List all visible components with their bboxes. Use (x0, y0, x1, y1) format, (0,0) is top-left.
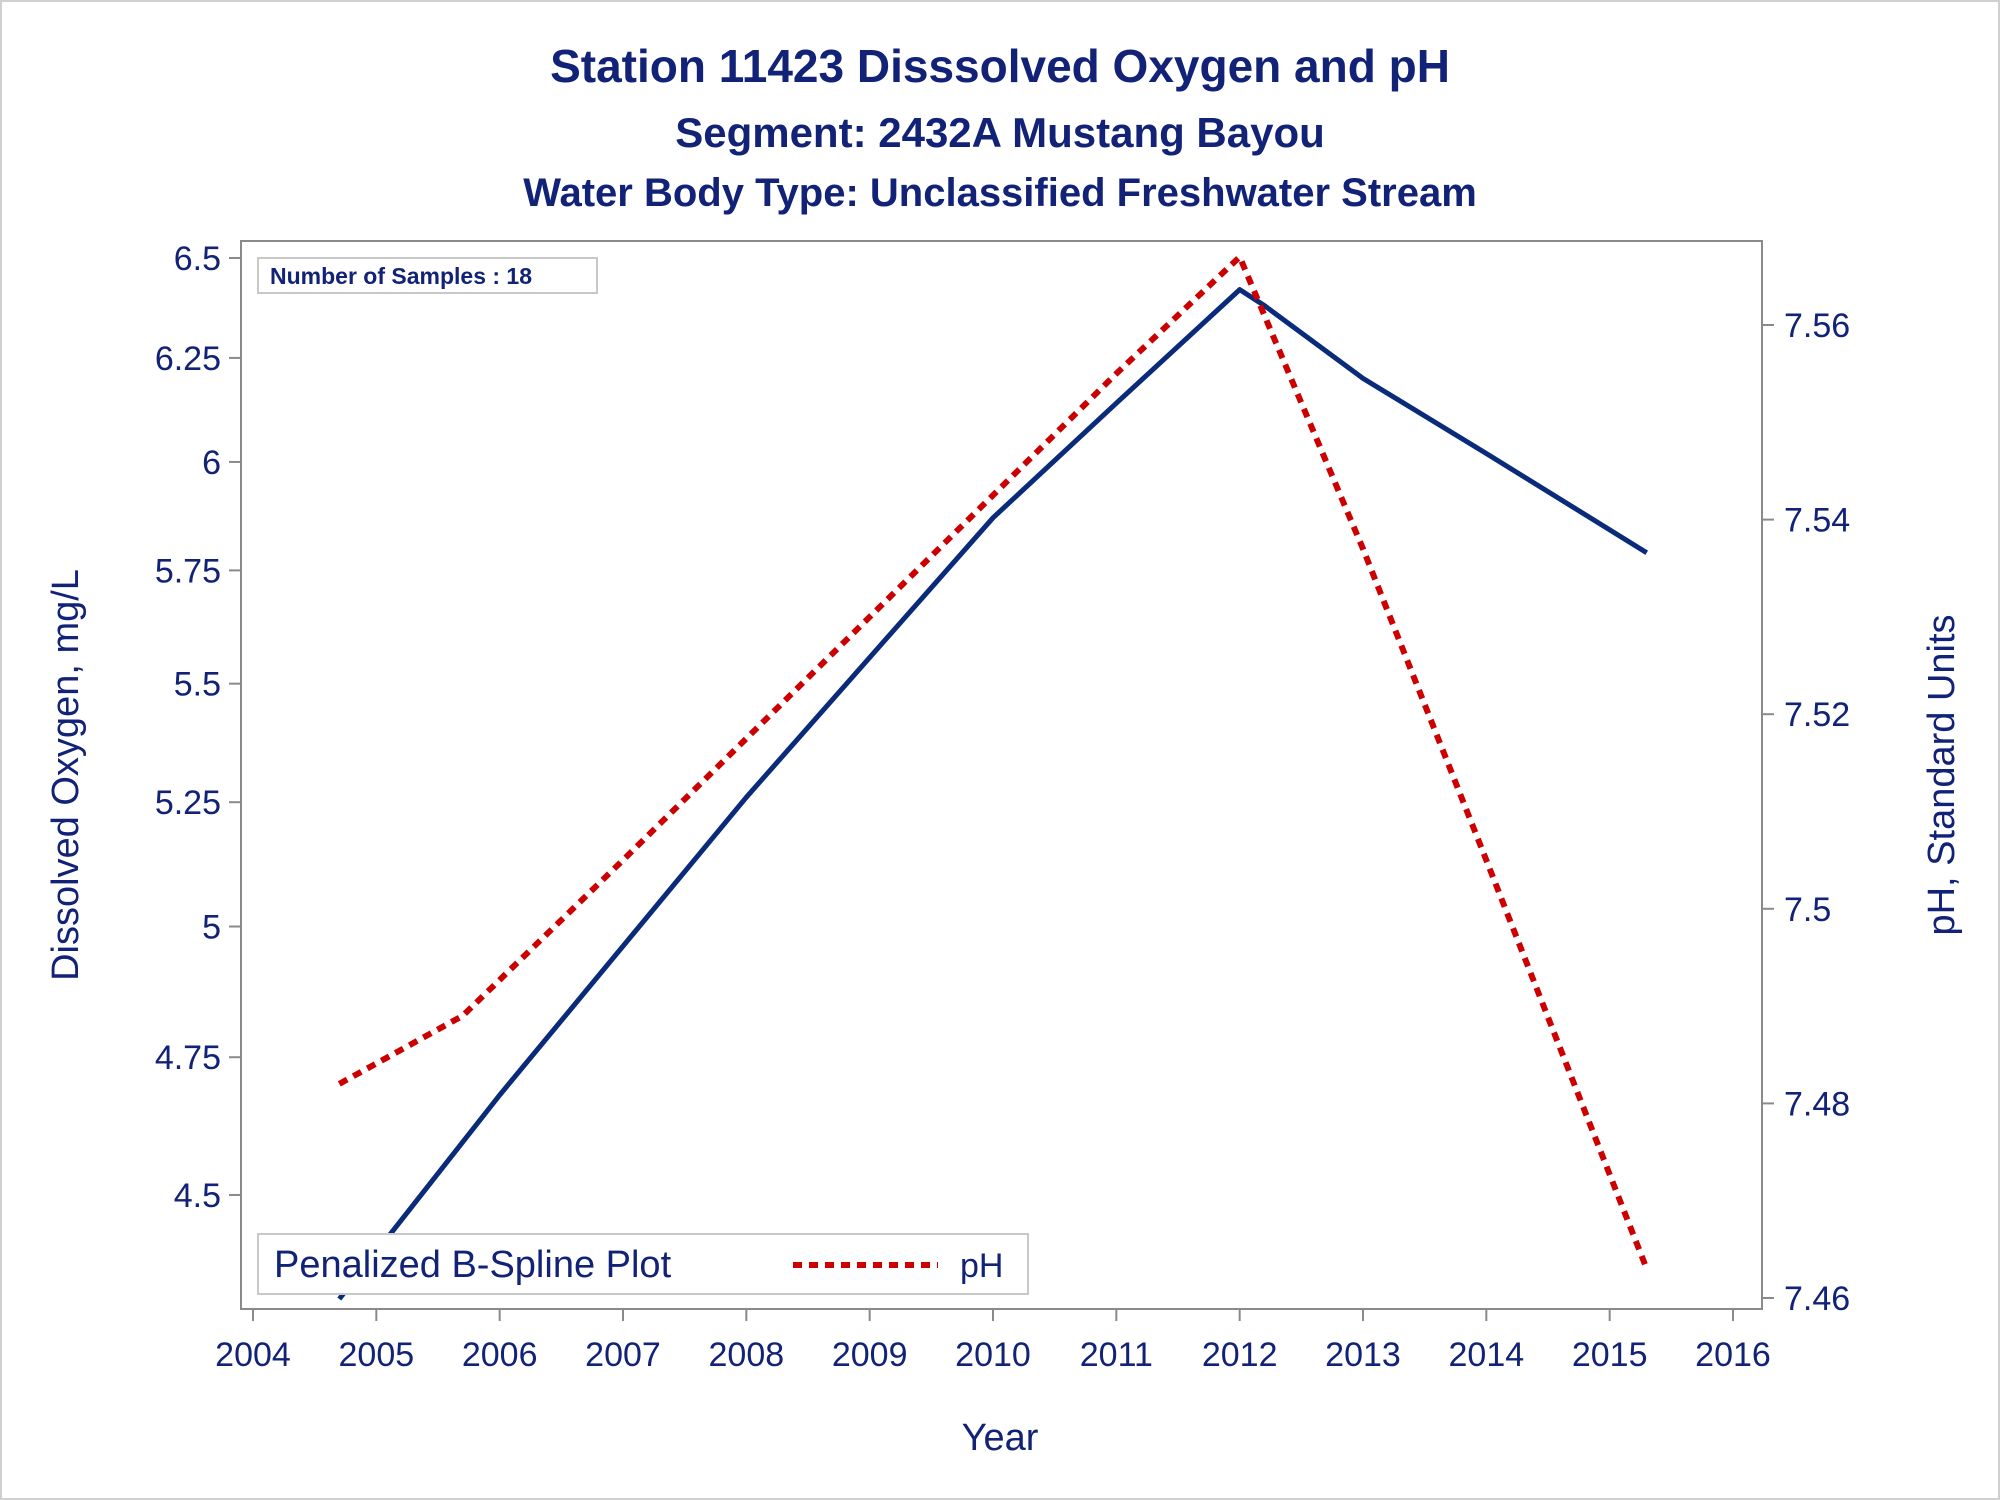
y-tick-label: 4.75 (155, 1039, 221, 1077)
x-tick-label: 2005 (339, 1336, 415, 1374)
y-tick-label: 5.75 (155, 552, 221, 590)
y2-tick-label: 7.48 (1784, 1085, 1850, 1123)
x-tick-label: 2009 (832, 1336, 908, 1374)
x-axis: 2004 2005 2006 2007 2008 2009 2010 2011 2012 2013… (215, 1309, 1771, 1374)
chart-subtitle-2: Water Body Type: Unclassified Freshwater… (523, 171, 1477, 215)
y2-tick-label: 7.54 (1784, 502, 1850, 540)
legend-ph-label: pH (960, 1247, 1003, 1285)
legend-box (257, 1233, 1029, 1295)
x-tick-label: 2004 (215, 1336, 291, 1374)
y2-tick-label: 7.52 (1784, 696, 1850, 734)
series-layer (337, 253, 1650, 1301)
x-tick-label: 2008 (709, 1336, 785, 1374)
y-axis-left: 4.5 4.75 5 5.25 5.5 5.75 6 6.25 6.5 (155, 240, 241, 1215)
x-tick-label: 2006 (462, 1336, 538, 1374)
x-tick-label: 2015 (1572, 1336, 1648, 1374)
dissolved-oxygen-series-line (337, 287, 1649, 1301)
y-axis-label: Dissolved Oxygen, mg/L (45, 569, 87, 981)
chart-title: Station 11423 Disssolved Oxygen and pH (550, 40, 1450, 92)
y2-axis-label: pH, Standard Units (1921, 614, 1963, 935)
y-axis-right: 7.46 7.48 7.5 7.52 7.54 7.56 (1762, 307, 1850, 1318)
x-tick-label: 2013 (1325, 1336, 1401, 1374)
y-tick-label: 5.25 (155, 784, 221, 822)
x-tick-label: 2011 (1080, 1336, 1153, 1374)
chart-subtitle: Segment: 2432A Mustang Bayou (675, 109, 1325, 156)
y-tick-label: 6.5 (174, 240, 221, 278)
legend-title: Penalized B-Spline Plot (274, 1244, 672, 1286)
plot-area (240, 240, 1763, 1310)
y2-tick-label: 7.5 (1784, 891, 1831, 929)
x-axis-label: Year (962, 1417, 1039, 1459)
y-tick-label: 6 (202, 444, 221, 482)
y-tick-label: 6.25 (155, 340, 221, 378)
x-tick-label: 2012 (1202, 1336, 1278, 1374)
x-tick-label: 2010 (955, 1336, 1031, 1374)
x-tick-label: 2016 (1695, 1336, 1771, 1374)
y-tick-label: 5 (202, 909, 221, 947)
sample-count-label: Number of Samples : 18 (270, 263, 532, 289)
sample-count-box (257, 257, 598, 294)
ph-series-line (337, 253, 1650, 1270)
y2-tick-label: 7.46 (1784, 1280, 1850, 1318)
y2-tick-label: 7.56 (1784, 307, 1850, 345)
y-tick-label: 4.5 (174, 1177, 221, 1215)
x-tick-label: 2007 (585, 1336, 661, 1374)
y-tick-label: 5.5 (174, 666, 221, 704)
x-tick-label: 2014 (1449, 1336, 1525, 1374)
